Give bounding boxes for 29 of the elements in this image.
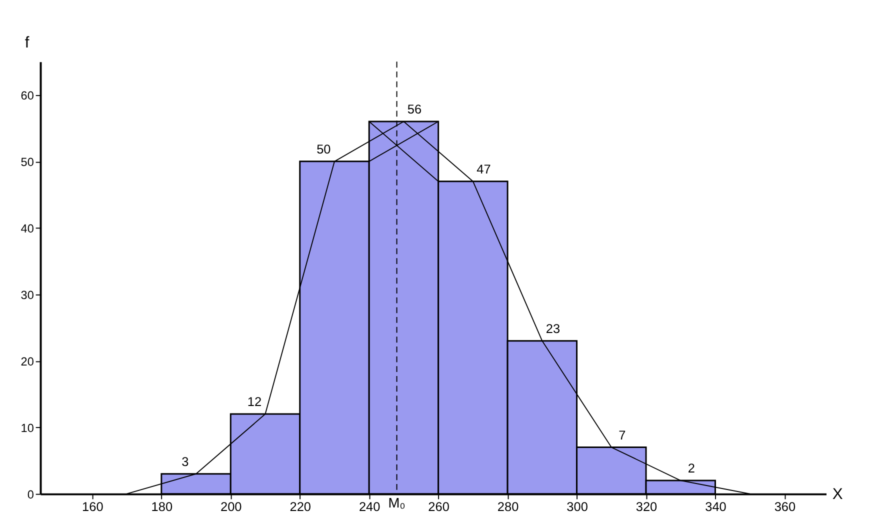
y-axis-title: f: [24, 34, 30, 52]
y-tick-label: 0: [27, 488, 34, 502]
x-tick-label: 280: [497, 499, 519, 514]
x-tick-label: 180: [151, 499, 173, 514]
data-label: 7: [618, 427, 626, 442]
x-tick-label: 360: [774, 499, 796, 514]
ref-line-label: M₀: [388, 496, 406, 511]
data-label: 3: [182, 454, 189, 470]
data-label: 2: [688, 460, 695, 476]
x-tick-label: 160: [82, 499, 104, 514]
data-label: 56: [407, 102, 422, 117]
y-tick-label: 30: [20, 288, 34, 302]
data-label: 47: [476, 161, 491, 176]
y-tick-label: 10: [20, 422, 34, 435]
x-axis-title: X: [832, 486, 844, 504]
x-tick-label: 240: [358, 499, 380, 514]
x-tick-label: 300: [566, 499, 588, 514]
y-tick-label: 40: [20, 222, 34, 236]
x-tick-label: 220: [290, 499, 312, 514]
x-tick-label: 320: [636, 499, 658, 514]
data-label: 50: [316, 142, 331, 157]
y-tick-label: 20: [20, 355, 34, 368]
y-tick-label: 60: [20, 89, 34, 102]
data-label: 12: [247, 394, 262, 410]
x-tick-label: 340: [705, 499, 726, 514]
y-tick-label: 50: [20, 156, 34, 169]
data-label: 23: [546, 321, 560, 336]
x-tick-label: 200: [220, 499, 242, 514]
x-tick-label: 260: [428, 499, 450, 514]
